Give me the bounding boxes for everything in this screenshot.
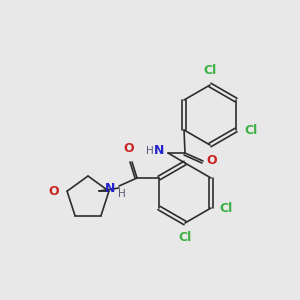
Text: Cl: Cl (178, 231, 192, 244)
Text: H: H (146, 146, 154, 156)
Text: O: O (49, 185, 59, 198)
Text: H: H (118, 189, 126, 199)
Text: N: N (105, 182, 115, 194)
Text: N: N (154, 145, 164, 158)
Text: O: O (124, 142, 134, 155)
Text: Cl: Cl (219, 202, 232, 214)
Text: Cl: Cl (203, 64, 217, 77)
Text: O: O (206, 154, 217, 167)
Text: Cl: Cl (244, 124, 257, 136)
